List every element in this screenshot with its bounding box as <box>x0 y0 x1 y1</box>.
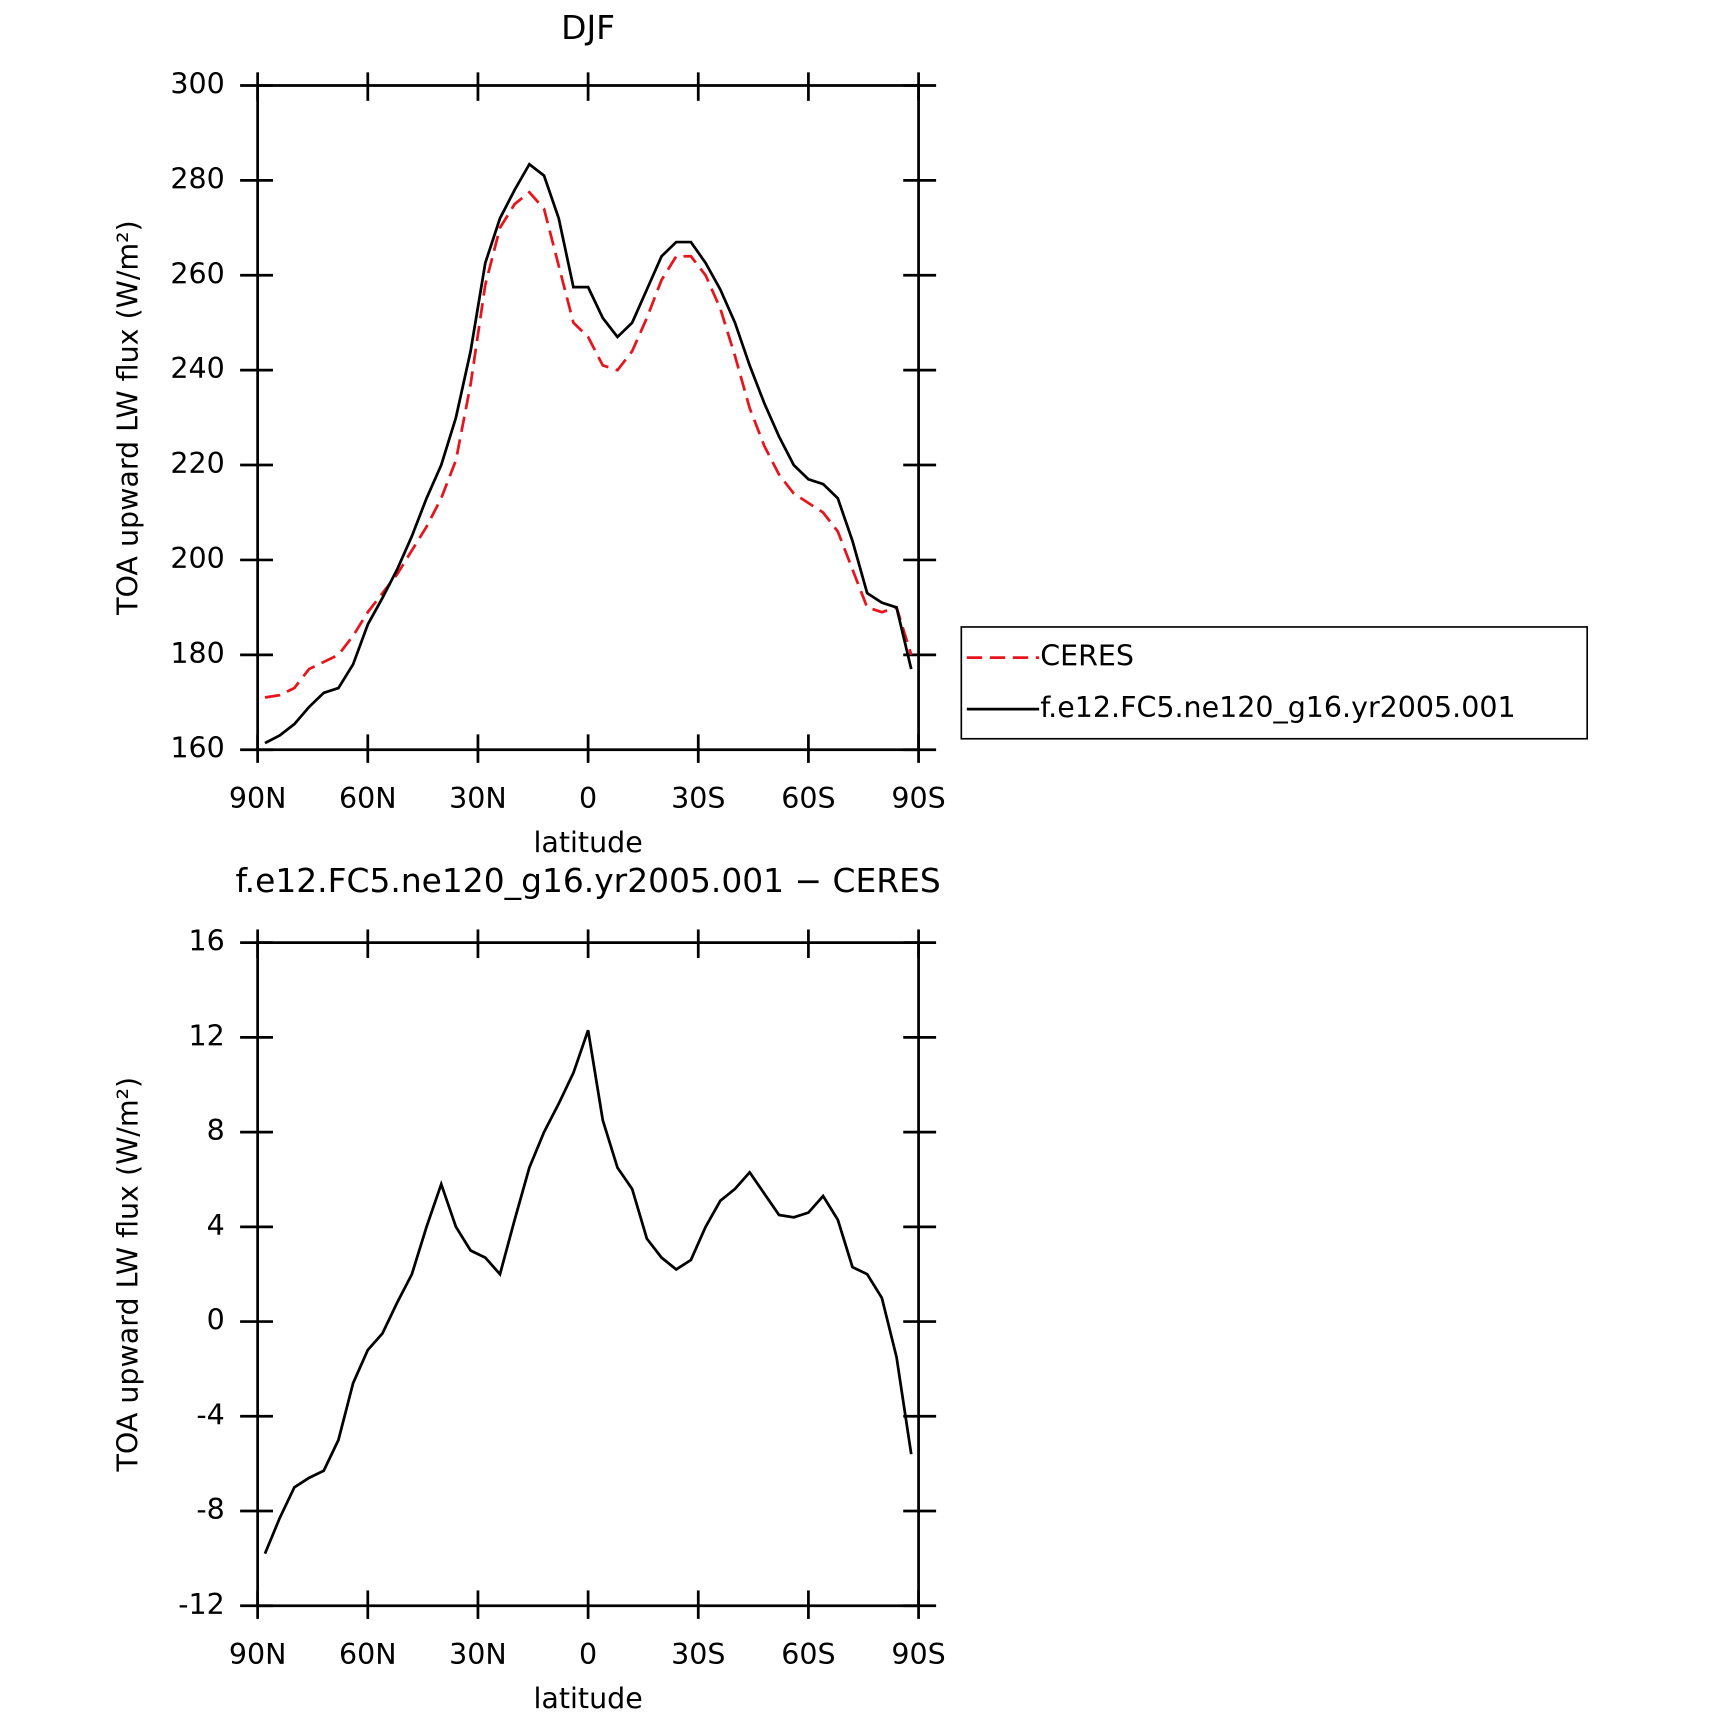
y-tick-label: 180 <box>170 637 224 670</box>
legend-label: CERES <box>1040 640 1134 673</box>
x-tick-label: 90N <box>229 1638 287 1671</box>
y-tick-label: 300 <box>170 67 224 100</box>
x-tick-label: 0 <box>579 1638 597 1671</box>
x-tick-label: 60S <box>781 1638 835 1671</box>
x-tick-label: 30S <box>671 782 725 815</box>
y-tick-label: -12 <box>178 1588 225 1621</box>
y-tick-label: 240 <box>170 352 224 385</box>
x-axis-label: latitude <box>533 826 642 859</box>
x-axis-label: latitude <box>533 1682 642 1715</box>
data-line <box>263 1029 913 1555</box>
y-tick-label: 8 <box>207 1114 225 1147</box>
y-tick-label: -8 <box>196 1493 224 1526</box>
y-tick-label: 0 <box>207 1304 225 1337</box>
chart-title: f.e12.FC5.ne120_g16.yr2005.001 − CERES <box>235 861 940 900</box>
x-tick-label: 30S <box>671 1638 725 1671</box>
y-axis-label: TOA upward LW flux (W/m²) <box>111 220 144 616</box>
y-tick-label: 220 <box>170 447 224 480</box>
y-tick-label: 4 <box>207 1209 225 1242</box>
legend-box <box>960 626 1589 740</box>
plot-frame <box>256 941 920 1608</box>
data-line <box>264 162 913 745</box>
x-tick-label: 90N <box>229 782 287 815</box>
chart-title: DJF <box>561 8 615 47</box>
y-tick-label: 280 <box>170 162 224 195</box>
plot-frame <box>256 84 920 752</box>
data-line <box>264 190 913 699</box>
x-tick-label: 60N <box>339 782 397 815</box>
x-tick-label: 30N <box>449 1638 507 1671</box>
x-tick-label: 60S <box>781 782 835 815</box>
x-tick-label: 30N <box>449 782 507 815</box>
legend-label: f.e12.FC5.ne120_g16.yr2005.001 <box>1040 691 1515 724</box>
x-tick-label: 90S <box>891 1638 945 1671</box>
y-tick-label: 260 <box>170 257 224 290</box>
y-tick-label: 12 <box>189 1019 225 1052</box>
x-tick-label: 60N <box>339 1638 397 1671</box>
y-tick-label: 160 <box>170 732 224 765</box>
x-tick-label: 0 <box>579 782 597 815</box>
y-tick-label: -4 <box>196 1398 224 1431</box>
y-axis-label: TOA upward LW flux (W/m²) <box>111 1077 144 1473</box>
y-tick-label: 16 <box>189 925 225 958</box>
y-tick-label: 200 <box>170 542 224 575</box>
x-tick-label: 90S <box>891 782 945 815</box>
